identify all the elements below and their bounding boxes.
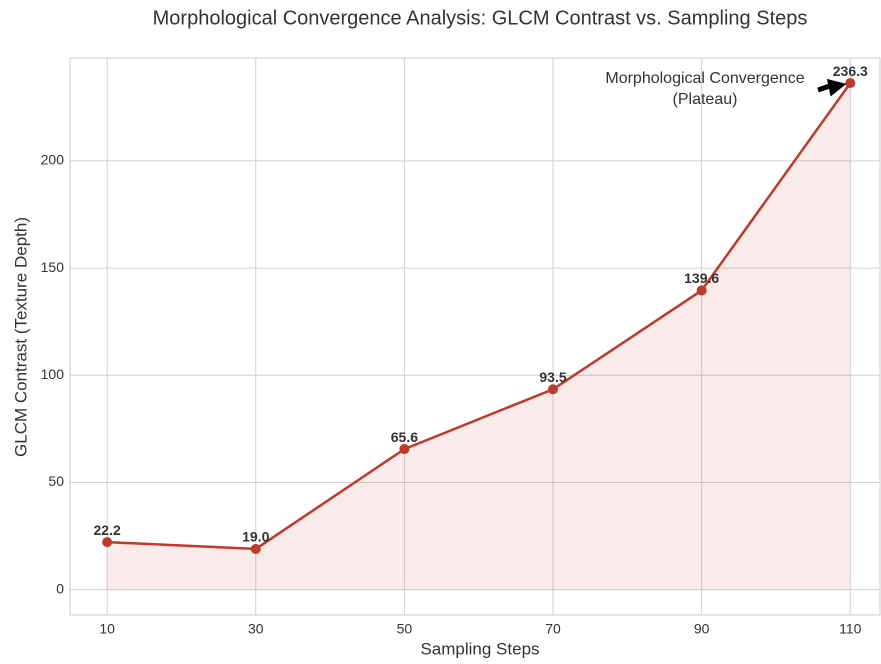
point <box>696 285 707 296</box>
y-axis-label: GLCM Contrast (Texture Depth) <box>11 217 30 457</box>
point <box>250 543 261 554</box>
x-tick-label: 70 <box>545 621 561 637</box>
area <box>107 83 851 590</box>
point <box>845 78 856 89</box>
x-tick-label: 30 <box>248 621 264 637</box>
y-tick-label: 200 <box>41 152 65 168</box>
x-axis-label: Sampling Steps <box>420 639 539 658</box>
data-label: 93.5 <box>539 369 566 385</box>
point <box>102 537 113 548</box>
data-label: 139.6 <box>684 270 719 286</box>
plot-frame <box>69 57 881 616</box>
data-label: 19.0 <box>242 529 269 545</box>
y-tick-label: 150 <box>41 259 65 275</box>
y-tick-label: 50 <box>48 473 64 489</box>
chart-title: Morphological Convergence Analysis: GLCM… <box>153 7 808 29</box>
x-tick-label: 50 <box>397 621 413 637</box>
x-tick-label: 110 <box>839 621 862 637</box>
y-tick-label: 0 <box>56 580 64 596</box>
annotation-arrow-head <box>826 78 847 97</box>
annotation-text: Morphological Convergence <box>605 70 804 87</box>
data-label: 236.3 <box>833 63 868 79</box>
annotation-text: (Plateau) <box>673 91 738 108</box>
data-label: 22.2 <box>94 522 121 538</box>
point <box>548 384 559 395</box>
point <box>399 444 410 455</box>
x-tick-label: 10 <box>99 621 115 637</box>
x-tick-label: 90 <box>694 621 710 637</box>
y-tick-label: 100 <box>41 366 65 382</box>
line <box>107 82 852 551</box>
data-label: 65.6 <box>391 429 418 445</box>
